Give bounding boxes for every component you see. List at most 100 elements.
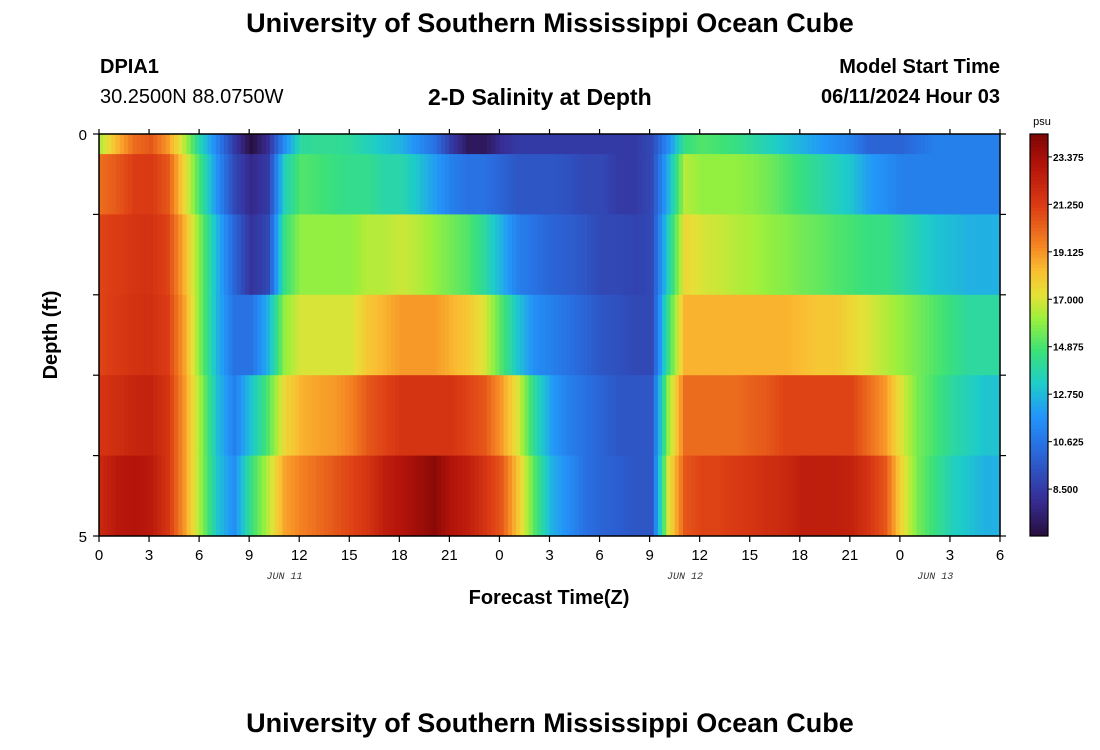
heatmap-cell [541, 134, 546, 155]
heatmap-cell [420, 455, 425, 537]
heatmap-cell [954, 375, 959, 456]
heatmap-cell [574, 455, 580, 537]
heatmap-cell [253, 134, 259, 155]
heatmap-cell [803, 134, 809, 155]
heatmap-cell [841, 375, 847, 456]
heatmap-cell [236, 154, 242, 215]
heatmap-cell [311, 154, 317, 215]
colorbar-band [1030, 479, 1048, 483]
heatmap-cell [582, 154, 588, 215]
heatmap-cell [666, 154, 672, 215]
heatmap-cell [207, 154, 213, 215]
heatmap-cell [657, 455, 663, 537]
heatmap-cell [582, 455, 588, 537]
heatmap-cell [441, 455, 446, 537]
heatmap-cell [653, 375, 659, 456]
heatmap-cell [436, 214, 442, 296]
heatmap-cell [762, 214, 768, 296]
heatmap-cell [457, 375, 463, 456]
heatmap-cell [428, 154, 434, 215]
heatmap-cell [174, 134, 179, 155]
heatmap-cell [962, 375, 968, 456]
heatmap-cell [407, 214, 413, 296]
heatmap-cell [733, 375, 738, 456]
heatmap-cell [532, 154, 538, 215]
heatmap-cell [349, 214, 355, 296]
heatmap-cell [403, 375, 409, 456]
heatmap-cell [587, 294, 592, 376]
heatmap-cell [970, 134, 976, 155]
heatmap-cell [324, 375, 330, 456]
heatmap-cell [941, 134, 947, 155]
heatmap-cell [753, 214, 759, 296]
heatmap-cell [749, 294, 755, 376]
heatmap-cell [178, 154, 184, 215]
heatmap-cell [103, 455, 108, 537]
heatmap-cell [541, 214, 546, 296]
heatmap-cell [232, 154, 238, 215]
heatmap-cell [570, 214, 576, 296]
heatmap-cell [912, 294, 918, 376]
heatmap-cell [215, 214, 221, 296]
heatmap-cell [687, 214, 692, 296]
heatmap-cell [745, 375, 751, 456]
heatmap-cell [461, 375, 467, 456]
heatmap-cell [432, 375, 438, 456]
heatmap-cell [386, 455, 392, 537]
heatmap-cell [924, 455, 930, 537]
heatmap-cell [666, 214, 672, 296]
heatmap-cell [382, 134, 388, 155]
heatmap-cell [824, 375, 830, 456]
heatmap-cell [712, 375, 717, 456]
heatmap-cell [549, 134, 555, 155]
heatmap-cell [449, 375, 455, 456]
heatmap-cell [753, 375, 759, 456]
heatmap-cell [245, 154, 250, 215]
page-title: University of Southern Mississippi Ocean… [246, 8, 854, 38]
heatmap-cell [657, 375, 663, 456]
heatmap-cell [174, 455, 179, 537]
heatmap-cell [916, 375, 922, 456]
heatmap-cell [828, 455, 834, 537]
colorbar-tick-label: 19.125 [1053, 248, 1084, 259]
heatmap-cell [745, 294, 751, 376]
heatmap-cell [578, 294, 584, 376]
heatmap-cell [587, 154, 592, 215]
heatmap-cell [941, 214, 947, 296]
heatmap-cell [816, 375, 822, 456]
heatmap-cell [228, 455, 234, 537]
heatmap-cell [328, 375, 334, 456]
heatmap-cell [219, 154, 225, 215]
colorbar-band [1030, 358, 1048, 363]
heatmap-cell [912, 455, 918, 537]
heatmap-cell [603, 294, 609, 376]
heatmap-cell [891, 294, 897, 376]
heatmap-cell [324, 214, 330, 296]
heatmap-cell [449, 134, 455, 155]
heatmap-cell [416, 294, 421, 376]
heatmap-cell [716, 455, 722, 537]
heatmap-cell [591, 214, 596, 296]
heatmap-cell [745, 455, 751, 537]
heatmap-cell [783, 375, 788, 456]
colorbar-band [1030, 167, 1048, 172]
colorbar-band [1030, 174, 1048, 179]
heatmap-cell [511, 294, 517, 376]
heatmap-cell [824, 455, 830, 537]
station-id: DPIA1 [100, 56, 159, 78]
heatmap-cell [612, 294, 617, 376]
heatmap-cell [286, 134, 292, 155]
heatmap-cell [966, 154, 972, 215]
heatmap-cell [491, 154, 496, 215]
heatmap-cell [136, 455, 142, 537]
heatmap-cell [491, 134, 496, 155]
heatmap-cell [178, 375, 184, 456]
heatmap-cell [720, 154, 726, 215]
heatmap-cell [107, 154, 113, 215]
heatmap-cell [495, 294, 501, 376]
heatmap-cell [745, 134, 751, 155]
heatmap-cell [733, 214, 738, 296]
heatmap-cell [916, 214, 922, 296]
heatmap-cell [595, 455, 601, 537]
